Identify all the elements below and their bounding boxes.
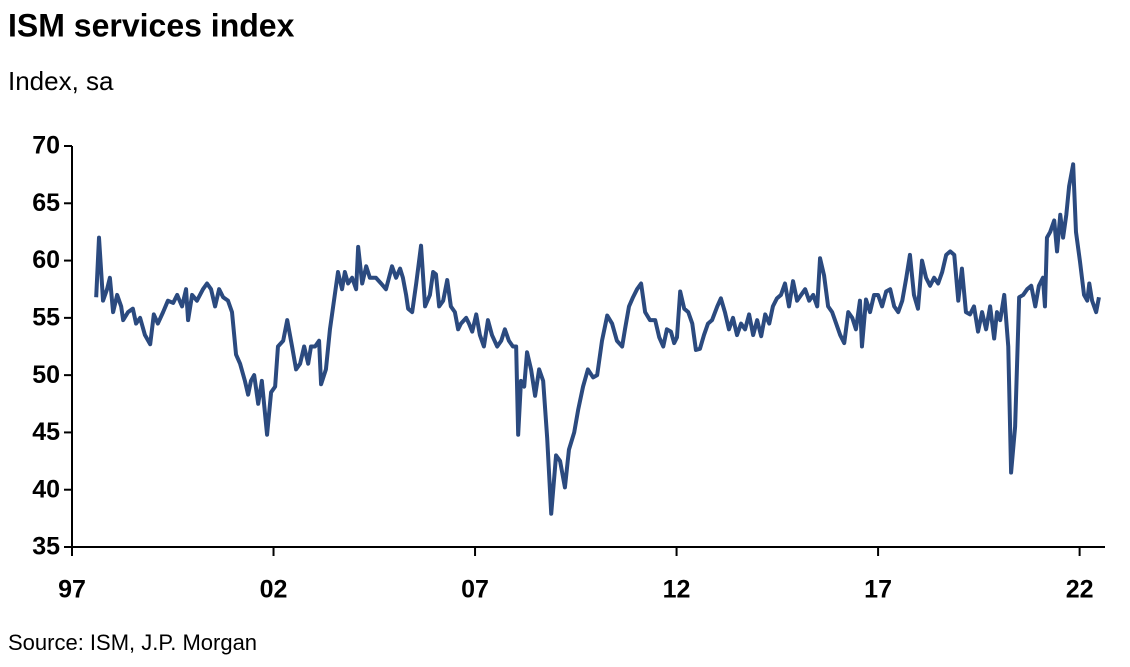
y-tick-label: 70 (32, 132, 60, 160)
y-tick-label: 60 (32, 246, 60, 274)
x-tick-label: 12 (663, 576, 691, 604)
y-tick-label: 35 (32, 533, 60, 561)
x-tick-label: 02 (260, 576, 288, 604)
x-tick-label: 07 (461, 576, 489, 604)
chart-title: ISM services index (8, 7, 295, 43)
y-tick-label: 65 (32, 189, 60, 217)
x-tick-label: 97 (58, 576, 86, 604)
y-tick-label: 40 (32, 475, 60, 503)
y-tick-label: 45 (32, 418, 60, 446)
source-note: Source: ISM, J.P. Morgan (8, 630, 257, 655)
chart-subtitle: Index, sa (8, 66, 114, 96)
y-tick-label: 50 (32, 361, 60, 389)
data-line (94, 162, 1101, 516)
x-tick-label: 17 (864, 576, 892, 604)
y-tick-label: 55 (32, 303, 60, 331)
x-tick-label: 22 (1066, 576, 1094, 604)
